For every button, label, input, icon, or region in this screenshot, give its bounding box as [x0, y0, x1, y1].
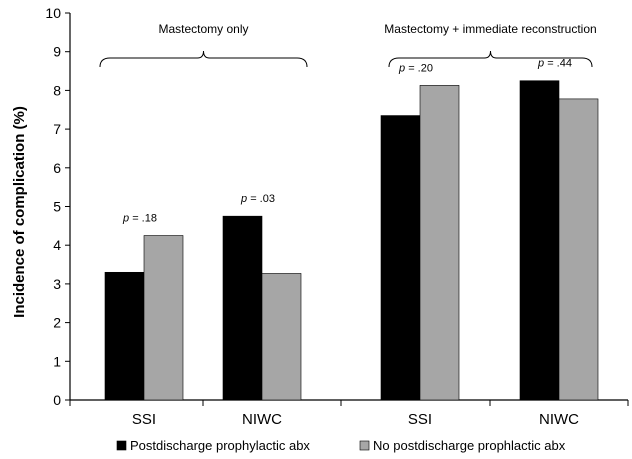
y-tick-label: 7 — [53, 121, 61, 137]
bar — [222, 215, 263, 401]
p-value-label: p = .44 — [537, 58, 572, 70]
bar — [380, 115, 421, 401]
x-tick-label: SSI — [132, 411, 156, 428]
bar — [104, 271, 145, 401]
legend: Postdischarge prophylactic abx No postdis… — [116, 438, 566, 453]
bar — [519, 80, 560, 401]
y-tick-label: 10 — [45, 5, 61, 21]
legend-label: No postdischarge prophlactic abx — [373, 438, 566, 453]
axes: 0 1 2 3 4 5 6 7 8 9 10 SSI NIWC SSI NIWC — [45, 5, 629, 428]
y-tick-label: 6 — [53, 160, 61, 176]
x-tick-label: SSI — [408, 411, 432, 428]
bars — [104, 80, 599, 401]
group-bracket — [388, 50, 593, 68]
p-value-label: p = .20 — [398, 62, 433, 74]
legend-label: Postdischarge prophylactic abx — [130, 438, 310, 453]
bar — [143, 235, 184, 401]
bar — [261, 273, 302, 401]
y-tick-label: 2 — [53, 315, 61, 331]
y-tick-label: 9 — [53, 44, 61, 60]
group-label: Mastectomy + immediate reconstruction — [384, 22, 596, 36]
bar — [419, 85, 460, 401]
y-tick-label: 1 — [53, 353, 61, 369]
group-bracket — [99, 50, 308, 68]
x-tick-label: NIWC — [539, 411, 579, 428]
group-label: Mastectomy only — [158, 22, 248, 36]
p-value-annotations: p = .18 p = .03 p = .20 p = .44 — [122, 58, 572, 225]
bar — [558, 98, 599, 401]
y-tick-label: 4 — [53, 237, 61, 253]
x-tick-label: NIWC — [242, 411, 282, 428]
p-value-label: p = .18 — [122, 213, 157, 225]
y-axis-label: Incidence of complication (%) — [11, 106, 28, 318]
p-value-label: p = .03 — [240, 193, 275, 205]
y-tick-label: 8 — [53, 82, 61, 98]
y-tick-label: 0 — [53, 392, 61, 408]
legend-swatch — [359, 440, 370, 451]
legend-swatch — [116, 440, 127, 451]
y-tick-label: 5 — [53, 199, 61, 215]
group-brackets: Mastectomy only Mastectomy + immediate re… — [99, 22, 597, 68]
y-tick-label: 3 — [53, 276, 61, 292]
